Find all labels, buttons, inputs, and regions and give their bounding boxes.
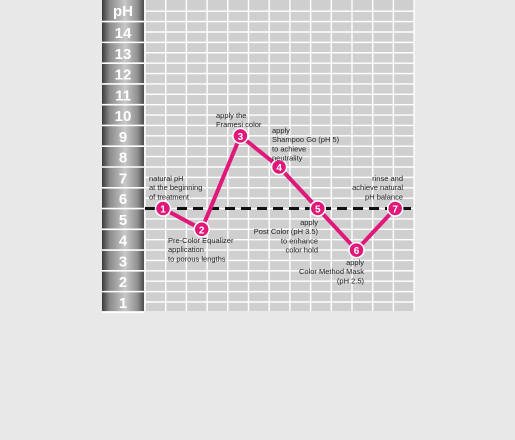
point-step-label: 5 (315, 205, 321, 216)
plot-area (145, 0, 414, 311)
annotation-7: rinse and achieve natural pH balance (352, 174, 403, 201)
y-tick-label: 6 (119, 191, 127, 208)
annotation-1: natural pH at the beginning of treatment (149, 174, 202, 201)
point-marker (154, 200, 172, 217)
data-point-3: 3 (232, 127, 249, 145)
annotation-2: Pre-Color Equalizer application to porous … (168, 236, 234, 263)
y-tick-label: 3 (119, 253, 127, 270)
y-tick-label: 14 (115, 25, 132, 42)
data-point-2: 2 (193, 221, 210, 238)
annotation-5: apply Post Color (pH 3.5) to enhance color … (254, 218, 319, 255)
y-tick-label: 2 (119, 274, 127, 291)
y-tick-label: 12 (115, 67, 132, 84)
y-tick-label: 7 (119, 170, 127, 187)
point-step-label: 2 (199, 225, 205, 236)
y-tick-label: 1 (119, 295, 127, 312)
y-tick-label: 4 (119, 233, 128, 250)
point-marker (270, 158, 288, 176)
point-marker (193, 221, 210, 238)
point-marker (386, 200, 404, 217)
y-tick-label: 5 (119, 212, 127, 229)
data-point-6: 6 (348, 241, 365, 259)
annotation-6: apply Color Method Mask (pH 2.5) (299, 258, 365, 285)
point-step-label: 7 (392, 205, 398, 216)
data-point-4: 4 (270, 158, 288, 176)
data-points: 1 2 3 4 5 6 7 (154, 127, 404, 259)
point-marker (348, 241, 365, 259)
y-tick-label: 11 (115, 87, 131, 104)
grid-lines (144, 0, 415, 311)
point-step-label: 1 (160, 205, 166, 216)
data-point-7: 7 (386, 200, 404, 217)
point-marker (309, 200, 327, 217)
y-tick-label: 8 (119, 150, 127, 167)
point-step-label: 3 (238, 132, 244, 143)
y-tick-label: 10 (115, 108, 132, 125)
annotations: natural pH at the beginning of treatment Pr… (149, 111, 403, 285)
data-point-1: 1 (154, 200, 172, 217)
y-tick-label: 13 (115, 46, 132, 63)
data-point-5: 5 (309, 200, 327, 217)
point-step-label: 6 (354, 246, 360, 257)
annotation-4: apply Shampoo Go (pH 5) to achieve neutrali… (272, 126, 340, 163)
annotation-3: apply the Framesi color (216, 111, 262, 129)
y-axis-band (102, 0, 144, 311)
point-marker (232, 127, 249, 145)
y-axis-title: pH (113, 3, 133, 20)
y-tick-label: 9 (119, 129, 127, 146)
point-step-label: 4 (276, 163, 282, 174)
